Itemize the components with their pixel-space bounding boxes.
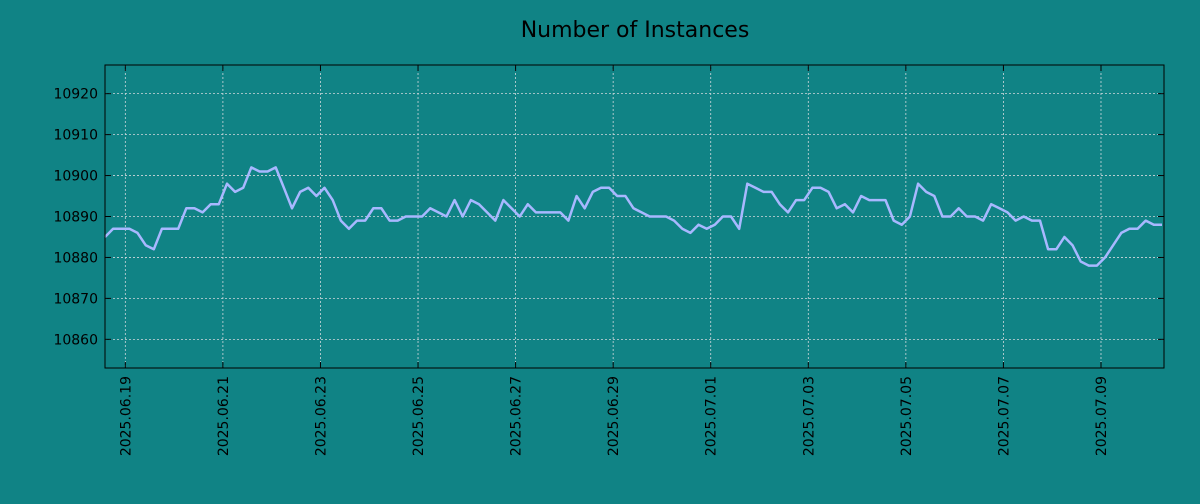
axes: 10860 10870 10880 10890 10900 10910 10920 2025.… [53,65,1164,456]
y-tick-label: 10860 [53,332,98,348]
grid-lines [105,65,1164,368]
x-tick-label: 2025.07.03 [801,376,817,456]
x-tick-label: 2025.06.25 [411,376,427,456]
x-tick-label: 2025.06.27 [509,376,525,456]
y-tick-label: 10900 [53,169,98,185]
series-line [104,166,1162,267]
y-tick-label: 10880 [53,250,98,266]
x-tick-label: 2025.06.23 [313,376,329,456]
y-tick-label: 10890 [53,210,98,226]
x-tick-label: 2025.07.09 [1094,376,1110,456]
x-tick-label: 2025.07.05 [899,376,915,456]
y-tick-label: 10870 [53,291,98,307]
x-tick-label: 2025.06.21 [216,376,232,456]
x-tick-label: 2025.07.01 [704,376,720,456]
x-tick-label: 2025.06.19 [118,376,134,456]
series-layer [104,166,1162,267]
x-tick-label: 2025.07.07 [996,376,1012,456]
x-tick-label: 2025.06.29 [606,376,622,456]
y-tick-label: 10910 [53,128,98,144]
chart-title: Number of Instances [521,18,750,43]
y-tick-label: 10920 [53,87,98,103]
